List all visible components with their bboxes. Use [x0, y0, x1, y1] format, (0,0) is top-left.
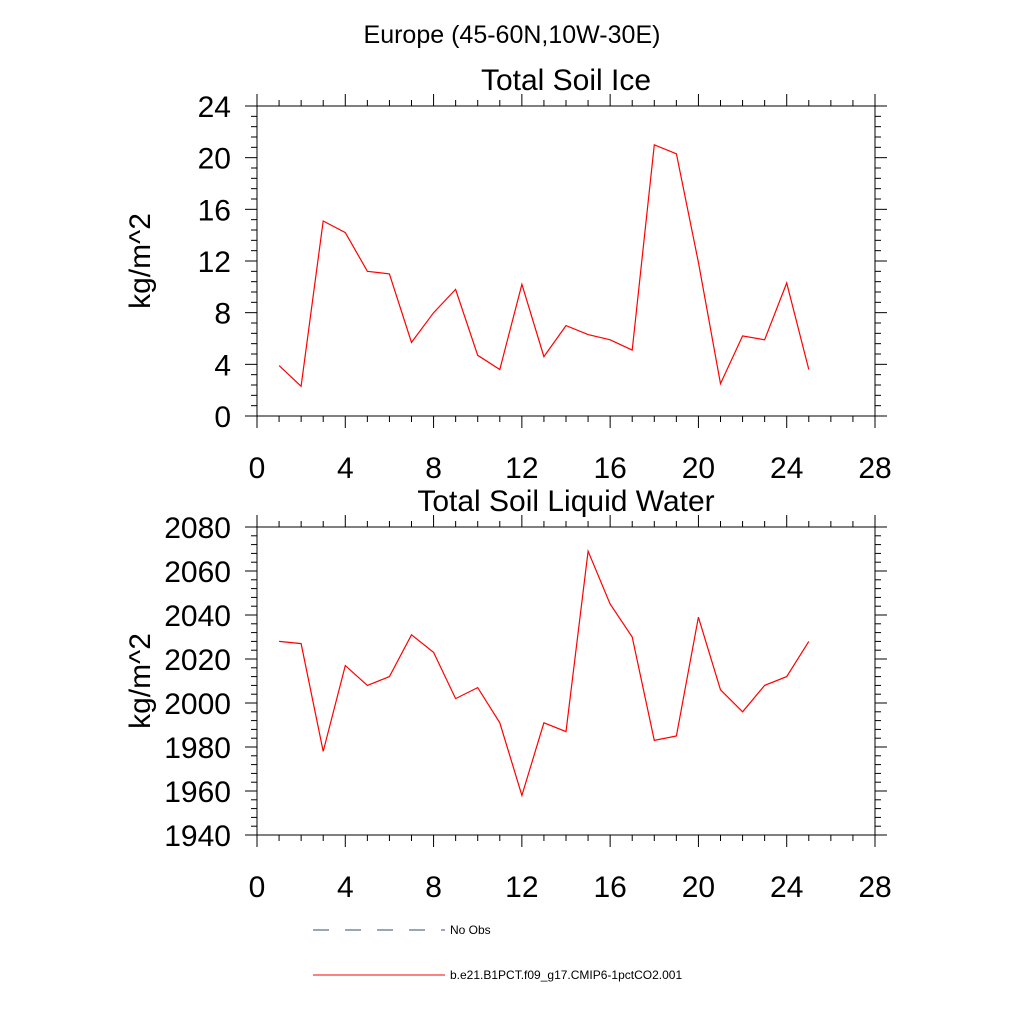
figure-suptitle: Europe (45-60N,10W-30E): [364, 21, 661, 49]
y-tick-label: 1940: [164, 820, 231, 853]
y-tick-label: 12: [198, 246, 231, 279]
y-axis-label: kg/m^2: [124, 213, 157, 309]
panel-1: Total Soil Ice 0 4 8 12 16 20 24 28 0 4 8 12 16 20 24 kg…: [124, 64, 892, 485]
y-tick-label: 8: [214, 298, 231, 331]
x-tick-label: 28: [858, 452, 891, 485]
y-tick-label: 16: [198, 194, 231, 227]
legend-item: b.e21.B1PCT.f09_g17.CMIP6-1pctCO2.001: [313, 968, 682, 982]
y-tick-label: 2020: [164, 644, 231, 677]
y-tick-label: 2060: [164, 556, 231, 589]
y-tick-label: 0: [214, 401, 231, 434]
y-tick-label: 1960: [164, 776, 231, 809]
y-axis-label: kg/m^2: [124, 633, 157, 729]
x-tick-label: 16: [593, 871, 626, 904]
x-tick-label: 0: [249, 871, 266, 904]
legend: No Obs b.e21.B1PCT.f09_g17.CMIP6-1pctCO2.…: [313, 923, 682, 982]
plot-frame: [256, 105, 876, 417]
panel-title: Total Soil Ice: [481, 64, 651, 97]
x-tick-label: 28: [858, 871, 891, 904]
y-tick-label: 4: [214, 349, 231, 382]
panel-title: Total Soil Liquid Water: [417, 485, 714, 518]
series-line: [278, 143, 810, 388]
y-tick-label: 2080: [164, 512, 231, 545]
y-tick-label: 2000: [164, 688, 231, 721]
x-tick-label: 8: [425, 871, 442, 904]
x-tick-label: 4: [337, 871, 354, 904]
x-tick-label: 24: [770, 871, 803, 904]
y-tick-label: 2040: [164, 600, 231, 633]
series-line: [279, 548, 810, 798]
x-tick-label: 20: [682, 871, 715, 904]
panels: Total Soil Ice 0 4 8 12 16 20 24 28 0 4 8 12 16 20 24 kg…: [124, 64, 892, 904]
x-tick-label: 12: [505, 452, 538, 485]
x-tick-label: 4: [337, 452, 354, 485]
plot-frame: [256, 526, 876, 836]
x-tick-label: 20: [682, 452, 715, 485]
y-tick-label: 20: [198, 143, 231, 176]
x-tick-label: 24: [770, 452, 803, 485]
y-tick-label: 24: [198, 91, 231, 124]
y-tick-label: 1980: [164, 732, 231, 765]
legend-label: b.e21.B1PCT.f09_g17.CMIP6-1pctCO2.001: [450, 968, 682, 982]
panel-2: Total Soil Liquid Water 0 4 8 12 16 20 24 28 1940…: [124, 485, 892, 904]
x-tick-label: 16: [593, 452, 626, 485]
legend-item: No Obs: [313, 923, 491, 937]
x-tick-label: 12: [505, 871, 538, 904]
x-tick-label: 8: [425, 452, 442, 485]
x-tick-label: 0: [249, 452, 266, 485]
legend-label: No Obs: [450, 923, 491, 937]
